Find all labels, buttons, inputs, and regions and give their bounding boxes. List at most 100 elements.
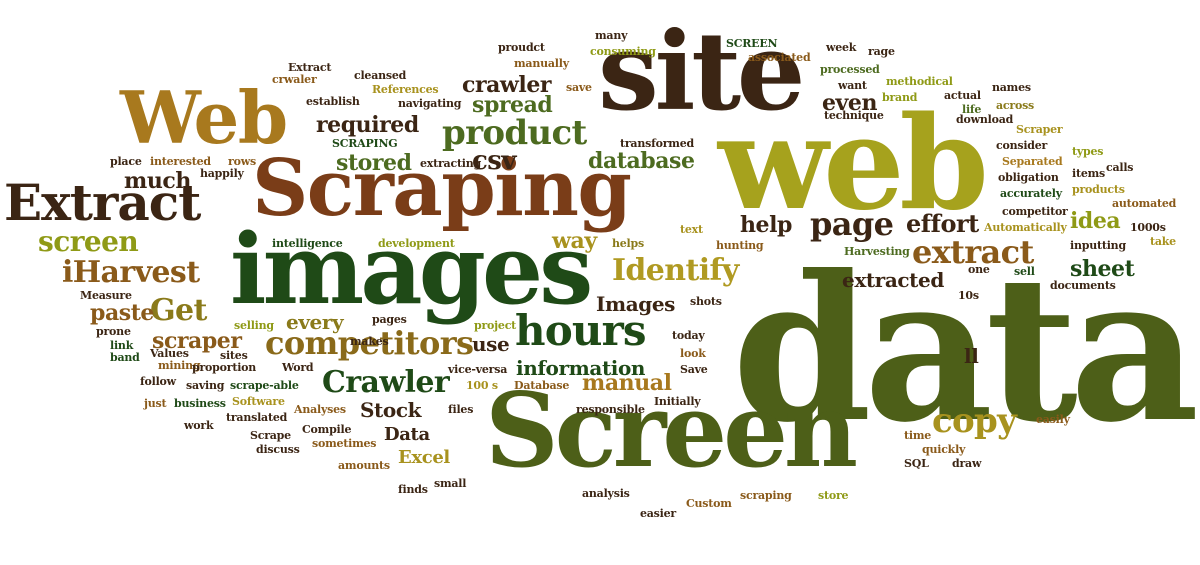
word: Save <box>680 363 708 376</box>
word: happily <box>200 167 244 180</box>
word: Data <box>384 424 430 445</box>
word: names <box>992 81 1031 94</box>
word: obligation <box>998 171 1059 184</box>
word: across <box>996 99 1035 112</box>
word: sites <box>220 349 248 362</box>
word: Automatically <box>984 221 1067 234</box>
word: Excel <box>398 447 450 468</box>
word: Scraping <box>252 143 632 234</box>
word: one <box>968 263 990 276</box>
word: analysis <box>582 487 630 500</box>
word: screen <box>38 225 139 258</box>
word: navigating <box>398 97 462 110</box>
word: SCRAPING <box>332 137 398 150</box>
word: Screen <box>485 371 858 491</box>
word: finds <box>398 483 428 496</box>
word: link <box>110 339 134 352</box>
word: save <box>566 81 592 94</box>
word: Values <box>150 347 189 360</box>
word: iHarvest <box>62 255 200 290</box>
word: Web <box>120 75 288 160</box>
word: effort <box>906 209 979 238</box>
word: time <box>904 429 932 442</box>
word: consider <box>996 139 1048 152</box>
word: life <box>962 103 982 116</box>
word: consuming <box>590 45 656 58</box>
word: scrape-able <box>230 379 299 392</box>
word: translated <box>226 411 288 424</box>
word: download <box>956 113 1014 126</box>
word: web <box>718 89 989 239</box>
word: idea <box>1070 208 1121 234</box>
word: transformed <box>620 137 694 150</box>
word: site <box>598 9 805 135</box>
word: many <box>595 29 628 42</box>
word: documents <box>1050 279 1116 292</box>
word: helps <box>612 237 644 250</box>
word: manually <box>514 57 569 70</box>
word: spread <box>472 92 553 118</box>
word: stored <box>336 150 412 176</box>
word: actual <box>944 89 981 102</box>
word: database <box>588 148 695 174</box>
word: just <box>144 397 167 410</box>
word: crawler <box>462 72 552 98</box>
word: Word <box>282 361 314 374</box>
word: intelligence <box>272 237 343 250</box>
word: Analyses <box>294 403 346 416</box>
word: establish <box>306 95 360 108</box>
word: scraping <box>740 489 792 502</box>
word: Get <box>150 293 207 328</box>
word: small <box>434 477 467 490</box>
word: proudct <box>498 41 545 54</box>
word: brand <box>882 91 918 104</box>
word: today <box>672 329 705 342</box>
word: References <box>372 83 439 96</box>
word: automated <box>1112 197 1177 210</box>
word: rows <box>228 155 256 168</box>
word: methodical <box>886 75 953 88</box>
word: Custom <box>686 497 732 510</box>
word: 100 s <box>466 379 498 392</box>
word: technique <box>824 109 884 122</box>
word: ll <box>964 344 979 368</box>
word: amounts <box>338 459 390 472</box>
word: inputting <box>1070 239 1126 252</box>
word: Database <box>514 379 570 392</box>
word: shots <box>690 295 722 308</box>
word: product <box>442 113 587 153</box>
word: every <box>286 310 344 334</box>
word: follow <box>140 375 176 388</box>
word: selling <box>234 319 274 332</box>
word: files <box>448 403 474 416</box>
word: draw <box>952 457 982 470</box>
word: associated <box>748 51 811 64</box>
word: use <box>472 332 510 356</box>
word: prone <box>96 325 131 338</box>
word: much <box>124 168 191 194</box>
word: want <box>838 79 867 92</box>
word: SCREEN <box>726 37 778 50</box>
word: required <box>316 112 419 138</box>
word: hunting <box>716 239 764 252</box>
word: development <box>378 237 455 250</box>
word: mining <box>158 359 201 372</box>
word: copy <box>932 401 1017 441</box>
word: 10s <box>958 289 979 302</box>
word: project <box>474 319 517 332</box>
word: calls <box>1106 161 1134 174</box>
word: processed <box>820 63 880 76</box>
word: easily <box>1036 413 1070 426</box>
word: help <box>740 212 792 238</box>
word: Scraper <box>1016 123 1063 136</box>
word: saving <box>186 379 225 392</box>
word: way <box>552 228 597 254</box>
word: page <box>810 205 894 243</box>
word: Stock <box>360 398 422 422</box>
word: rage <box>868 45 895 58</box>
word: Initially <box>654 395 701 408</box>
word: week <box>826 41 857 54</box>
word: hours <box>515 306 647 355</box>
word: easier <box>640 507 676 520</box>
